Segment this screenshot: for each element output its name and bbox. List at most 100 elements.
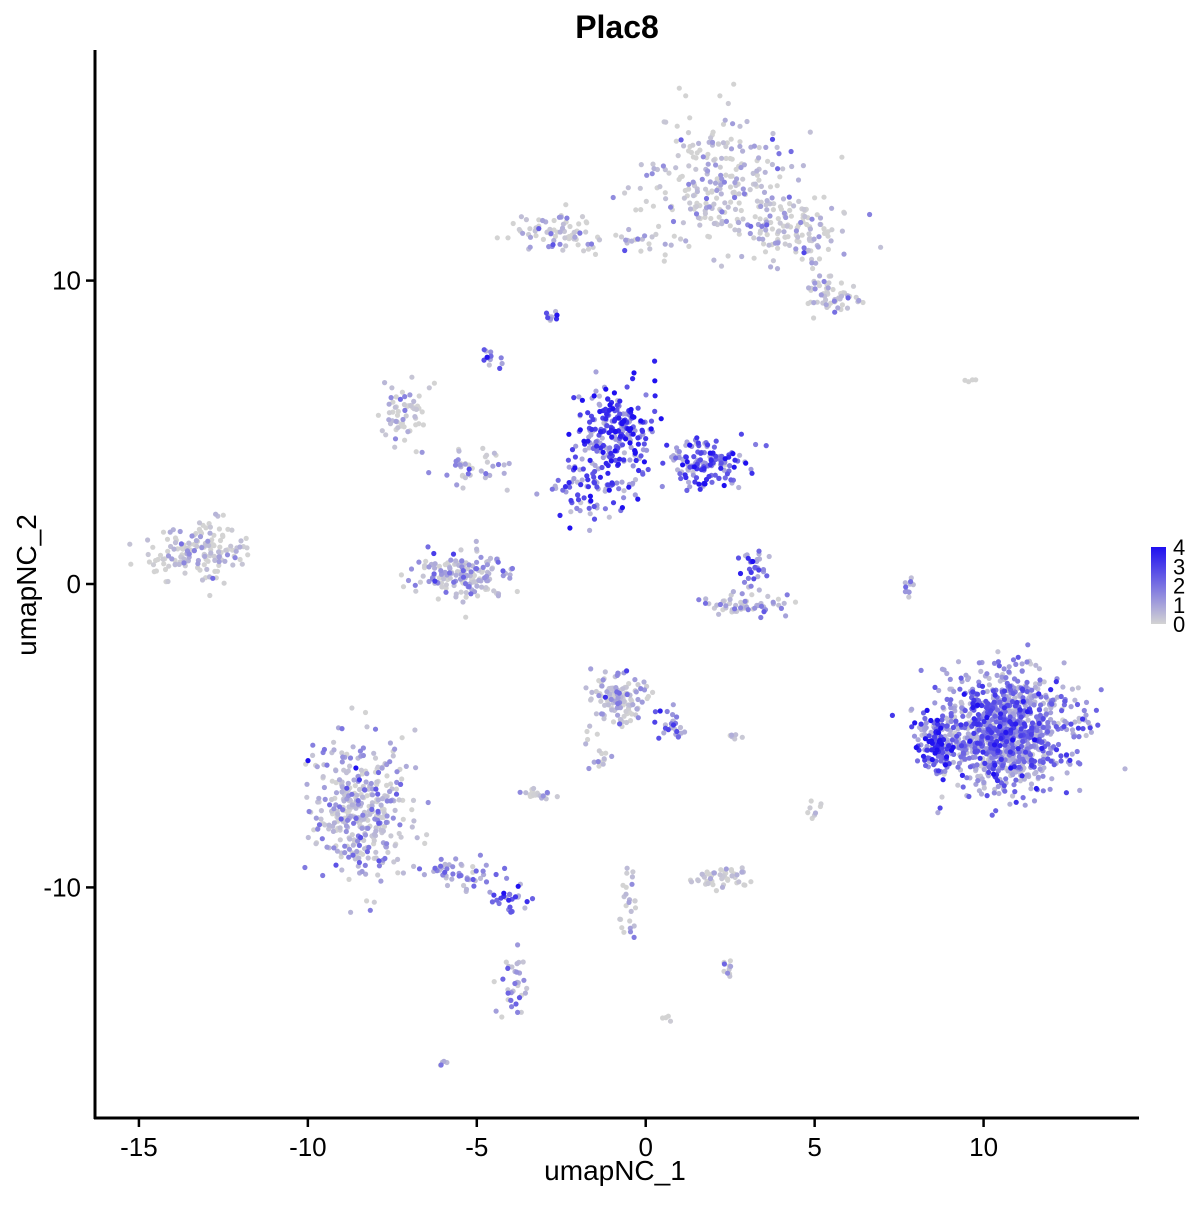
cell-point [624, 870, 630, 876]
cell-point [748, 879, 754, 885]
cell-point [460, 568, 466, 574]
cell-point [331, 845, 337, 851]
cell-point [160, 556, 166, 562]
cell-point [1009, 699, 1016, 705]
cell-point [617, 411, 623, 417]
cell-point [693, 211, 700, 217]
cell-point [411, 863, 417, 870]
cell-point [755, 574, 761, 580]
cell-point [605, 396, 611, 402]
cell-point [984, 714, 990, 721]
cell-point [747, 230, 753, 237]
cell-point [783, 214, 789, 221]
cell-point [1015, 739, 1022, 745]
cell-point [634, 706, 640, 712]
cell-point [705, 233, 711, 239]
cell-point [392, 444, 398, 450]
cell-point [652, 719, 658, 725]
cell-point [708, 135, 714, 141]
cell-point [697, 222, 703, 228]
cell-point [165, 548, 171, 554]
cell-point [624, 691, 630, 698]
cell-point [1020, 738, 1026, 745]
cell-point [462, 475, 468, 481]
cell-point [719, 884, 726, 890]
cell-point [1028, 786, 1034, 792]
cell-point [575, 242, 581, 248]
cell-point [171, 546, 177, 552]
cell-point [980, 689, 986, 696]
cell-point [489, 566, 495, 572]
cell-point [460, 485, 466, 491]
cell-point [652, 358, 658, 364]
cell-point [711, 444, 718, 450]
cell-point [829, 205, 835, 211]
cell-point [568, 497, 574, 504]
cell-point [153, 568, 159, 574]
cell-point [627, 718, 634, 724]
cell-point [810, 265, 816, 272]
cell-point [579, 477, 585, 483]
cell-point [817, 221, 823, 227]
cell-point [590, 416, 596, 423]
cell-point [477, 852, 483, 858]
cell-point [775, 596, 782, 602]
cell-point [796, 198, 802, 204]
cell-point [207, 592, 213, 599]
cell-point [924, 743, 930, 749]
y-tick-label: 10 [52, 266, 81, 296]
cell-point [376, 863, 382, 869]
cell-point [666, 170, 672, 176]
cell-point [464, 876, 470, 882]
cell-point [397, 396, 403, 402]
cell-point [981, 779, 987, 786]
cell-point [566, 464, 572, 470]
cell-point [991, 660, 998, 666]
cell-point [722, 456, 728, 462]
cell-point [1040, 759, 1046, 766]
cell-point [719, 221, 725, 227]
cell-point [490, 463, 496, 469]
cell-point [421, 872, 427, 878]
cell-point [676, 176, 682, 182]
cell-point [150, 544, 156, 550]
cell-point [199, 545, 205, 551]
cell-point [812, 286, 818, 292]
cell-point [658, 416, 664, 422]
cell-point [718, 172, 724, 178]
cell-point [980, 749, 986, 755]
cell-point [356, 859, 362, 866]
cell-point [700, 154, 706, 160]
cell-point [596, 237, 603, 243]
cell-point [738, 605, 744, 611]
cell-point [613, 685, 619, 691]
cell-point [645, 466, 651, 473]
cell-point [500, 568, 506, 574]
cell-point [491, 450, 497, 456]
cell-point [979, 702, 985, 709]
cell-point [461, 882, 467, 889]
cell-point [531, 785, 537, 792]
cell-point [612, 448, 618, 454]
cell-point [778, 605, 785, 612]
cell-point [216, 562, 222, 569]
cell-point [354, 792, 360, 798]
cell-point [416, 559, 422, 565]
cell-point [412, 727, 418, 733]
cell-point [841, 251, 847, 257]
cell-point [644, 447, 650, 453]
cell-point [239, 561, 245, 567]
cell-point [978, 791, 985, 797]
cell-point [412, 582, 418, 588]
cell-point [723, 218, 730, 224]
cell-point [1031, 702, 1037, 708]
cell-point [679, 173, 685, 179]
cell-point [375, 808, 381, 815]
cell-point [878, 244, 884, 250]
cell-point [484, 452, 490, 458]
cell-point [602, 488, 608, 494]
cell-point [594, 448, 600, 454]
cell-point [473, 538, 479, 545]
cell-point [552, 233, 559, 239]
cell-point [807, 129, 813, 135]
